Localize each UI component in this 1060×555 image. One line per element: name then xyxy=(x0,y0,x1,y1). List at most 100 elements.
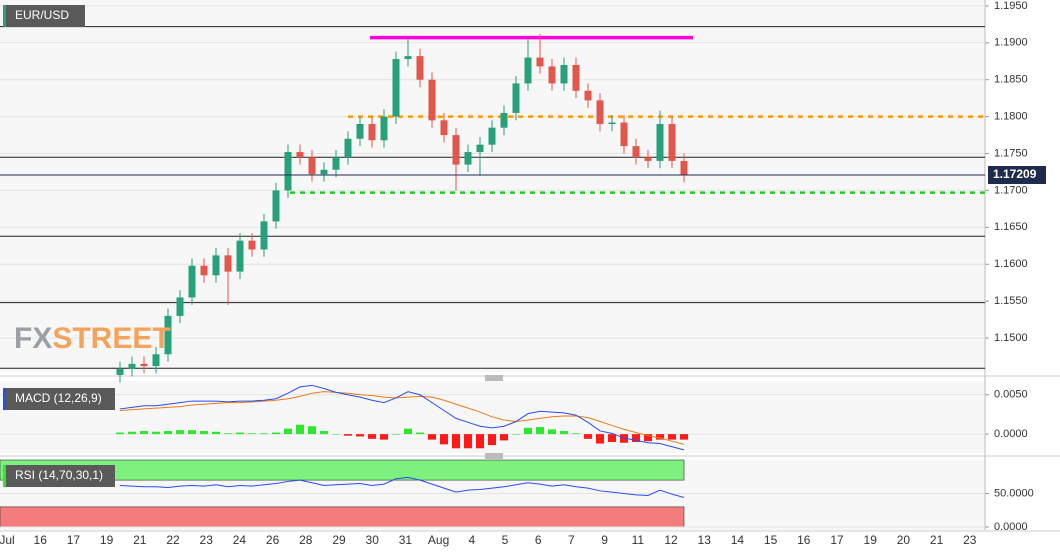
histogram-bar xyxy=(572,433,580,435)
x-tick-label: 21 xyxy=(930,533,944,547)
histogram-bar xyxy=(416,432,424,435)
histogram-bar xyxy=(524,427,532,435)
x-tick-label: 30 xyxy=(366,533,380,547)
resize-handle[interactable] xyxy=(485,453,503,459)
x-tick-label: 7 xyxy=(568,533,575,547)
last-price-label: 1.17209 xyxy=(993,167,1037,181)
histogram-bar xyxy=(656,434,664,440)
x-tick-label: 13 xyxy=(698,533,712,547)
histogram-bar xyxy=(632,434,640,442)
histogram-bar xyxy=(308,426,316,435)
histogram-bar xyxy=(380,434,388,440)
x-tick-label: 21 xyxy=(133,533,147,547)
candle-body xyxy=(140,363,148,367)
macd-accent xyxy=(3,388,6,410)
candle-body xyxy=(656,124,664,161)
candle-body xyxy=(284,152,292,191)
x-tick-label: 16 xyxy=(34,533,48,547)
title-box xyxy=(3,5,85,27)
x-tick-label: 29 xyxy=(332,533,346,547)
histogram-bar xyxy=(584,434,592,439)
candle-body xyxy=(128,363,136,370)
histogram-bar xyxy=(188,430,196,435)
watermark-street: STREET xyxy=(52,322,170,355)
candle-body xyxy=(440,120,448,136)
histogram-bar xyxy=(212,431,220,435)
histogram-bar xyxy=(200,430,208,435)
histogram-bar xyxy=(332,434,340,435)
x-tick-label: 12 xyxy=(664,533,678,547)
candle-body xyxy=(560,64,568,84)
candle-body xyxy=(524,57,532,84)
price-panel xyxy=(0,0,985,372)
y-tick-label: 1.1650 xyxy=(994,221,1028,233)
x-tick-label: 17 xyxy=(830,533,844,547)
rsi-line xyxy=(119,476,685,498)
histogram-bar xyxy=(164,430,172,435)
histogram-bar xyxy=(464,434,472,449)
x-tick-label: 28 xyxy=(299,533,313,547)
candle-body xyxy=(392,59,400,117)
candle-body xyxy=(404,56,412,60)
rsi-title: RSI (14,70,30,1) xyxy=(15,468,103,482)
histogram-bar xyxy=(284,428,292,435)
histogram-bar xyxy=(668,434,676,440)
histogram-bar xyxy=(296,424,304,435)
y-tick-label: 1.1950 xyxy=(994,0,1028,12)
candle-body xyxy=(608,122,616,124)
candle-body xyxy=(116,369,124,375)
candle-body xyxy=(308,157,316,175)
y-tick-label: 1.1600 xyxy=(994,258,1028,270)
candle-body xyxy=(476,144,484,153)
x-tick-label: 6 xyxy=(535,533,542,547)
y-tick-label: 50.0000 xyxy=(994,487,1034,499)
histogram-bar xyxy=(152,431,160,435)
candle-body xyxy=(320,169,328,175)
histogram-bar xyxy=(548,429,556,435)
histogram-bar xyxy=(272,432,280,435)
histogram-bar xyxy=(248,433,256,435)
candle-body xyxy=(428,79,436,121)
candle-body xyxy=(488,127,496,145)
resize-handle[interactable] xyxy=(485,375,503,381)
x-tick-label: 15 xyxy=(764,533,778,547)
candle-body xyxy=(368,124,376,141)
macd-title: MACD (12,26,9) xyxy=(15,391,102,405)
candle-body xyxy=(464,152,472,165)
candle-body xyxy=(164,315,172,355)
x-tick-label: 5 xyxy=(502,533,509,547)
histogram-bar xyxy=(236,432,244,435)
histogram-bar xyxy=(368,434,376,439)
candle-body xyxy=(260,221,268,250)
candle-body xyxy=(572,64,580,91)
histogram-bar xyxy=(320,430,328,435)
y-tick-label: 1.1550 xyxy=(994,295,1028,307)
candle-body xyxy=(152,354,160,367)
candle-body xyxy=(536,57,544,67)
candle-body xyxy=(212,255,220,276)
x-tick-label: 9 xyxy=(601,533,608,547)
y-tick-label: 1.1800 xyxy=(994,111,1028,123)
histogram-bar xyxy=(644,434,652,442)
x-tick-label: 26 xyxy=(266,533,280,547)
y-tick-label: 0.0050 xyxy=(994,389,1028,401)
y-tick-label: 1.1850 xyxy=(994,74,1028,86)
x-tick-label: 17 xyxy=(67,533,81,547)
y-tick-label: 0.0000 xyxy=(994,428,1028,440)
x-tick-label: 23 xyxy=(200,533,214,547)
candle-body xyxy=(188,265,196,298)
histogram-bar xyxy=(440,434,448,445)
x-tick-label: 4 xyxy=(468,533,475,547)
rsi-title-box xyxy=(3,465,115,487)
candle-body xyxy=(584,90,592,101)
histogram-bar xyxy=(260,433,268,435)
candle-body xyxy=(272,190,280,222)
x-tick-label: 23 xyxy=(963,533,977,547)
candle-body xyxy=(668,124,676,161)
watermark: FXSTREET xyxy=(14,322,171,355)
title-accent xyxy=(3,5,6,27)
histogram-bar xyxy=(680,434,688,440)
y-tick-label: 1.1900 xyxy=(994,37,1028,49)
x-tick-label: 19 xyxy=(100,533,114,547)
